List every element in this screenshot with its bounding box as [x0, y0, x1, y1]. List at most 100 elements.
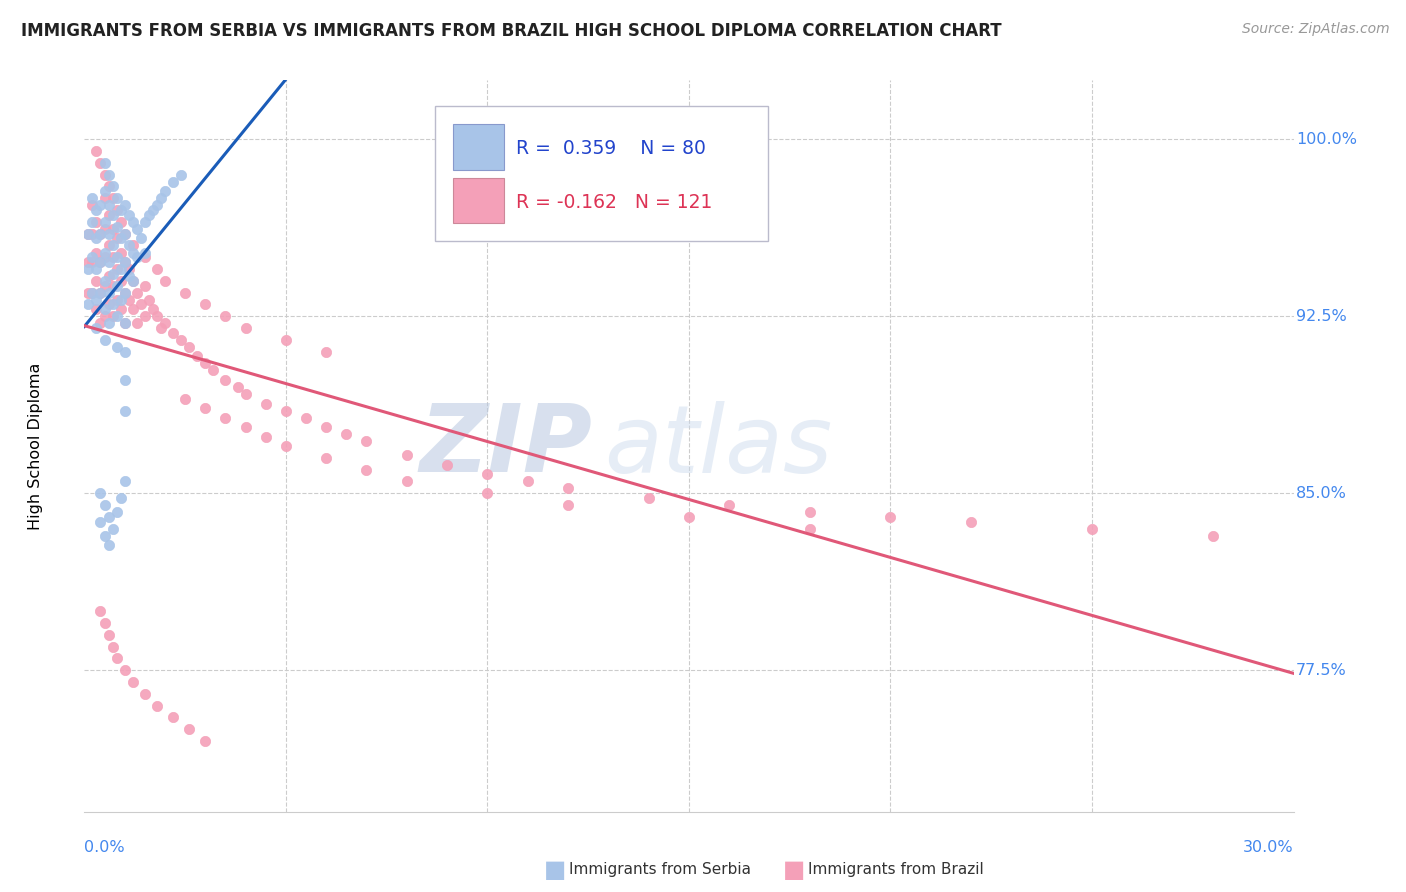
- Point: [86, 202, 108, 217]
- Point: [114, 255, 136, 269]
- Point: [97, 285, 120, 300]
- Point: [174, 285, 197, 300]
- Point: [879, 509, 901, 524]
- Point: [335, 427, 357, 442]
- Point: [1202, 529, 1225, 543]
- Point: [93, 274, 115, 288]
- Point: [202, 363, 225, 377]
- Point: [93, 222, 115, 236]
- Point: [82, 285, 104, 300]
- Point: [121, 238, 143, 252]
- Point: [89, 227, 111, 241]
- Point: [77, 297, 100, 311]
- FancyBboxPatch shape: [434, 106, 768, 241]
- Point: [77, 285, 100, 300]
- Point: [105, 505, 128, 519]
- Point: [82, 255, 104, 269]
- Point: [82, 250, 104, 264]
- Point: [718, 498, 741, 512]
- Point: [114, 316, 136, 330]
- Point: [110, 215, 132, 229]
- Point: [153, 184, 176, 198]
- Point: [170, 333, 193, 347]
- Point: [186, 349, 208, 363]
- Text: R = -0.162   N = 121: R = -0.162 N = 121: [516, 193, 713, 212]
- Point: [110, 274, 132, 288]
- Point: [101, 191, 124, 205]
- Point: [153, 316, 176, 330]
- Point: [118, 262, 141, 277]
- Point: [89, 156, 111, 170]
- Text: Immigrants from Serbia: Immigrants from Serbia: [569, 863, 751, 877]
- Point: [114, 663, 136, 677]
- Point: [93, 191, 115, 205]
- Point: [86, 231, 108, 245]
- Point: [97, 227, 120, 241]
- Point: [134, 245, 156, 260]
- Text: Immigrants from Brazil: Immigrants from Brazil: [808, 863, 984, 877]
- Point: [110, 231, 132, 245]
- Point: [118, 238, 141, 252]
- Point: [105, 191, 128, 205]
- Text: Source: ZipAtlas.com: Source: ZipAtlas.com: [1241, 22, 1389, 37]
- Point: [214, 310, 236, 324]
- Point: [129, 231, 152, 245]
- Point: [118, 208, 141, 222]
- Point: [97, 238, 120, 252]
- Point: [356, 434, 378, 449]
- Point: [149, 191, 172, 205]
- Point: [101, 238, 124, 252]
- Text: ■: ■: [544, 858, 567, 881]
- Point: [121, 302, 143, 317]
- Point: [105, 250, 128, 264]
- Point: [436, 458, 458, 472]
- Point: [142, 202, 165, 217]
- Point: [146, 262, 169, 277]
- Point: [82, 215, 104, 229]
- Point: [86, 293, 108, 307]
- Point: [274, 403, 297, 417]
- Point: [274, 439, 297, 453]
- Point: [194, 297, 217, 311]
- Point: [114, 285, 136, 300]
- Point: [118, 293, 141, 307]
- Point: [89, 486, 111, 500]
- Point: [356, 462, 378, 476]
- Text: R =  0.359    N = 80: R = 0.359 N = 80: [516, 139, 706, 158]
- Point: [114, 285, 136, 300]
- Point: [101, 250, 124, 264]
- Point: [105, 651, 128, 665]
- Point: [110, 491, 132, 505]
- Point: [93, 156, 115, 170]
- Point: [179, 340, 201, 354]
- Text: ■: ■: [783, 858, 806, 881]
- Point: [101, 222, 124, 236]
- Point: [82, 285, 104, 300]
- Point: [557, 498, 579, 512]
- Point: [1081, 522, 1104, 536]
- Point: [179, 722, 201, 736]
- Point: [114, 475, 136, 489]
- Point: [170, 168, 193, 182]
- Point: [89, 255, 111, 269]
- Point: [93, 215, 115, 229]
- Point: [114, 344, 136, 359]
- Point: [93, 615, 115, 630]
- Point: [82, 227, 104, 241]
- Point: [214, 373, 236, 387]
- Point: [114, 227, 136, 241]
- Point: [174, 392, 197, 406]
- Point: [93, 302, 115, 317]
- Point: [557, 482, 579, 496]
- Point: [86, 262, 108, 277]
- Point: [194, 734, 217, 748]
- Text: High School Diploma: High School Diploma: [28, 362, 44, 530]
- Point: [799, 522, 821, 536]
- Point: [114, 316, 136, 330]
- Point: [121, 675, 143, 690]
- Point: [101, 267, 124, 281]
- Point: [105, 219, 128, 234]
- Point: [315, 420, 337, 434]
- Point: [97, 538, 120, 552]
- Point: [105, 202, 128, 217]
